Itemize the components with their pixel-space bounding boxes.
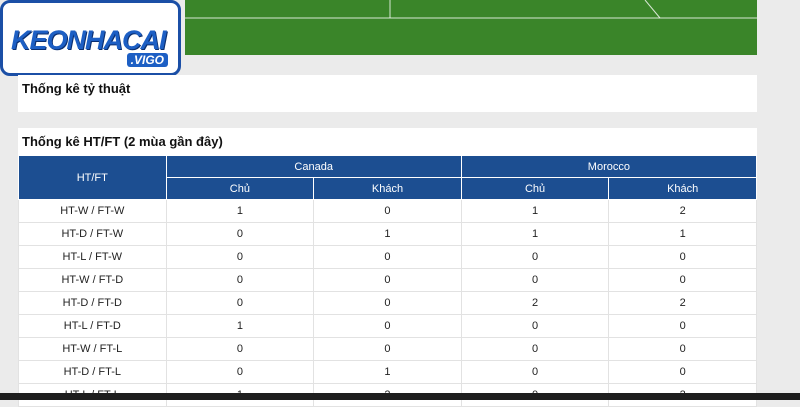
cell: 0: [165, 360, 315, 384]
cell: 0: [608, 337, 757, 361]
cell: 1: [313, 222, 462, 246]
cell: 0: [608, 245, 757, 269]
cell: 1: [313, 360, 462, 384]
row-label: HT-W / FT-W: [18, 199, 167, 223]
cell: 2: [608, 291, 757, 315]
cell: 0: [608, 360, 757, 384]
cell: 0: [165, 268, 315, 292]
cell: 0: [460, 314, 610, 338]
sub-header: Khách: [608, 177, 757, 200]
row-header: HT/FT: [18, 155, 167, 200]
cell: 2: [608, 199, 757, 223]
cell: 0: [313, 314, 462, 338]
data-row: HT-L / FT-D 1 0 0 0: [18, 314, 757, 338]
row-label: HT-D / FT-W: [18, 222, 167, 246]
cell: 0: [313, 245, 462, 269]
cell: 1: [165, 314, 315, 338]
sub-header: Chủ: [165, 177, 315, 200]
cell: 0: [313, 268, 462, 292]
stats-section: Thống kê tỷ thuật: [18, 75, 757, 112]
cell: 1: [165, 199, 315, 223]
cell: 1: [460, 222, 610, 246]
cell: 0: [165, 245, 315, 269]
cell: 0: [165, 337, 315, 361]
group-header: Morocco: [460, 155, 758, 178]
row-label: HT-D / FT-L: [18, 360, 167, 384]
sub-header: Chủ: [460, 177, 610, 200]
data-row: HT-W / FT-L 0 0 0 0: [18, 337, 757, 361]
cell: 2: [460, 291, 610, 315]
row-label: HT-W / FT-D: [18, 268, 167, 292]
cell: 0: [165, 291, 315, 315]
cell: 0: [165, 222, 315, 246]
data-row: HT-D / FT-W 0 1 1 1: [18, 222, 757, 246]
cell: 0: [313, 291, 462, 315]
row-label: HT-D / FT-D: [18, 291, 167, 315]
cell: 0: [608, 314, 757, 338]
field-image: [185, 0, 757, 55]
cell: 0: [460, 268, 610, 292]
cell: 1: [608, 222, 757, 246]
sub-header: Khách: [313, 177, 462, 200]
cell: 0: [460, 337, 610, 361]
data-row: HT-D / FT-D 0 0 2 2: [18, 291, 757, 315]
logo[interactable]: KEONHACAI .VIGO: [0, 0, 181, 76]
data-row: HT-W / FT-W 1 0 1 2: [18, 199, 757, 223]
htft-table: HT/FT Canada Morocco Chủ Khách Chủ Khách HT-W /…: [18, 155, 758, 407]
header-row: HT/FT Canada Morocco: [18, 155, 758, 200]
bottom-bar: [0, 393, 800, 400]
htft-section: Thống kê HT/FT (2 mùa gần đây) HT/FT Cana…: [18, 128, 758, 407]
section-title: Thống kê HT/FT (2 mùa gần đây): [22, 134, 223, 149]
cell: 0: [313, 337, 462, 361]
header-row: Chủ Khách Chủ Khách: [19, 177, 757, 200]
logo-name: KEONHACAI: [11, 25, 167, 55]
data-row: HT-L / FT-W 0 0 0 0: [18, 245, 757, 269]
row-label: HT-W / FT-L: [18, 337, 167, 361]
section-title: Thống kê tỷ thuật: [22, 81, 131, 96]
data-row: HT-D / FT-L 0 1 0 0: [18, 360, 757, 384]
cell: 0: [460, 360, 610, 384]
row-label: HT-L / FT-W: [18, 245, 167, 269]
cell: 1: [460, 199, 610, 223]
logo-suffix: .VIGO: [126, 53, 168, 67]
cell: 0: [313, 199, 462, 223]
row-label: HT-L / FT-D: [18, 314, 167, 338]
group-header: Canada: [165, 155, 462, 178]
data-row: HT-W / FT-D 0 0 0 0: [18, 268, 757, 292]
cell: 0: [608, 268, 757, 292]
cell: 0: [460, 245, 610, 269]
